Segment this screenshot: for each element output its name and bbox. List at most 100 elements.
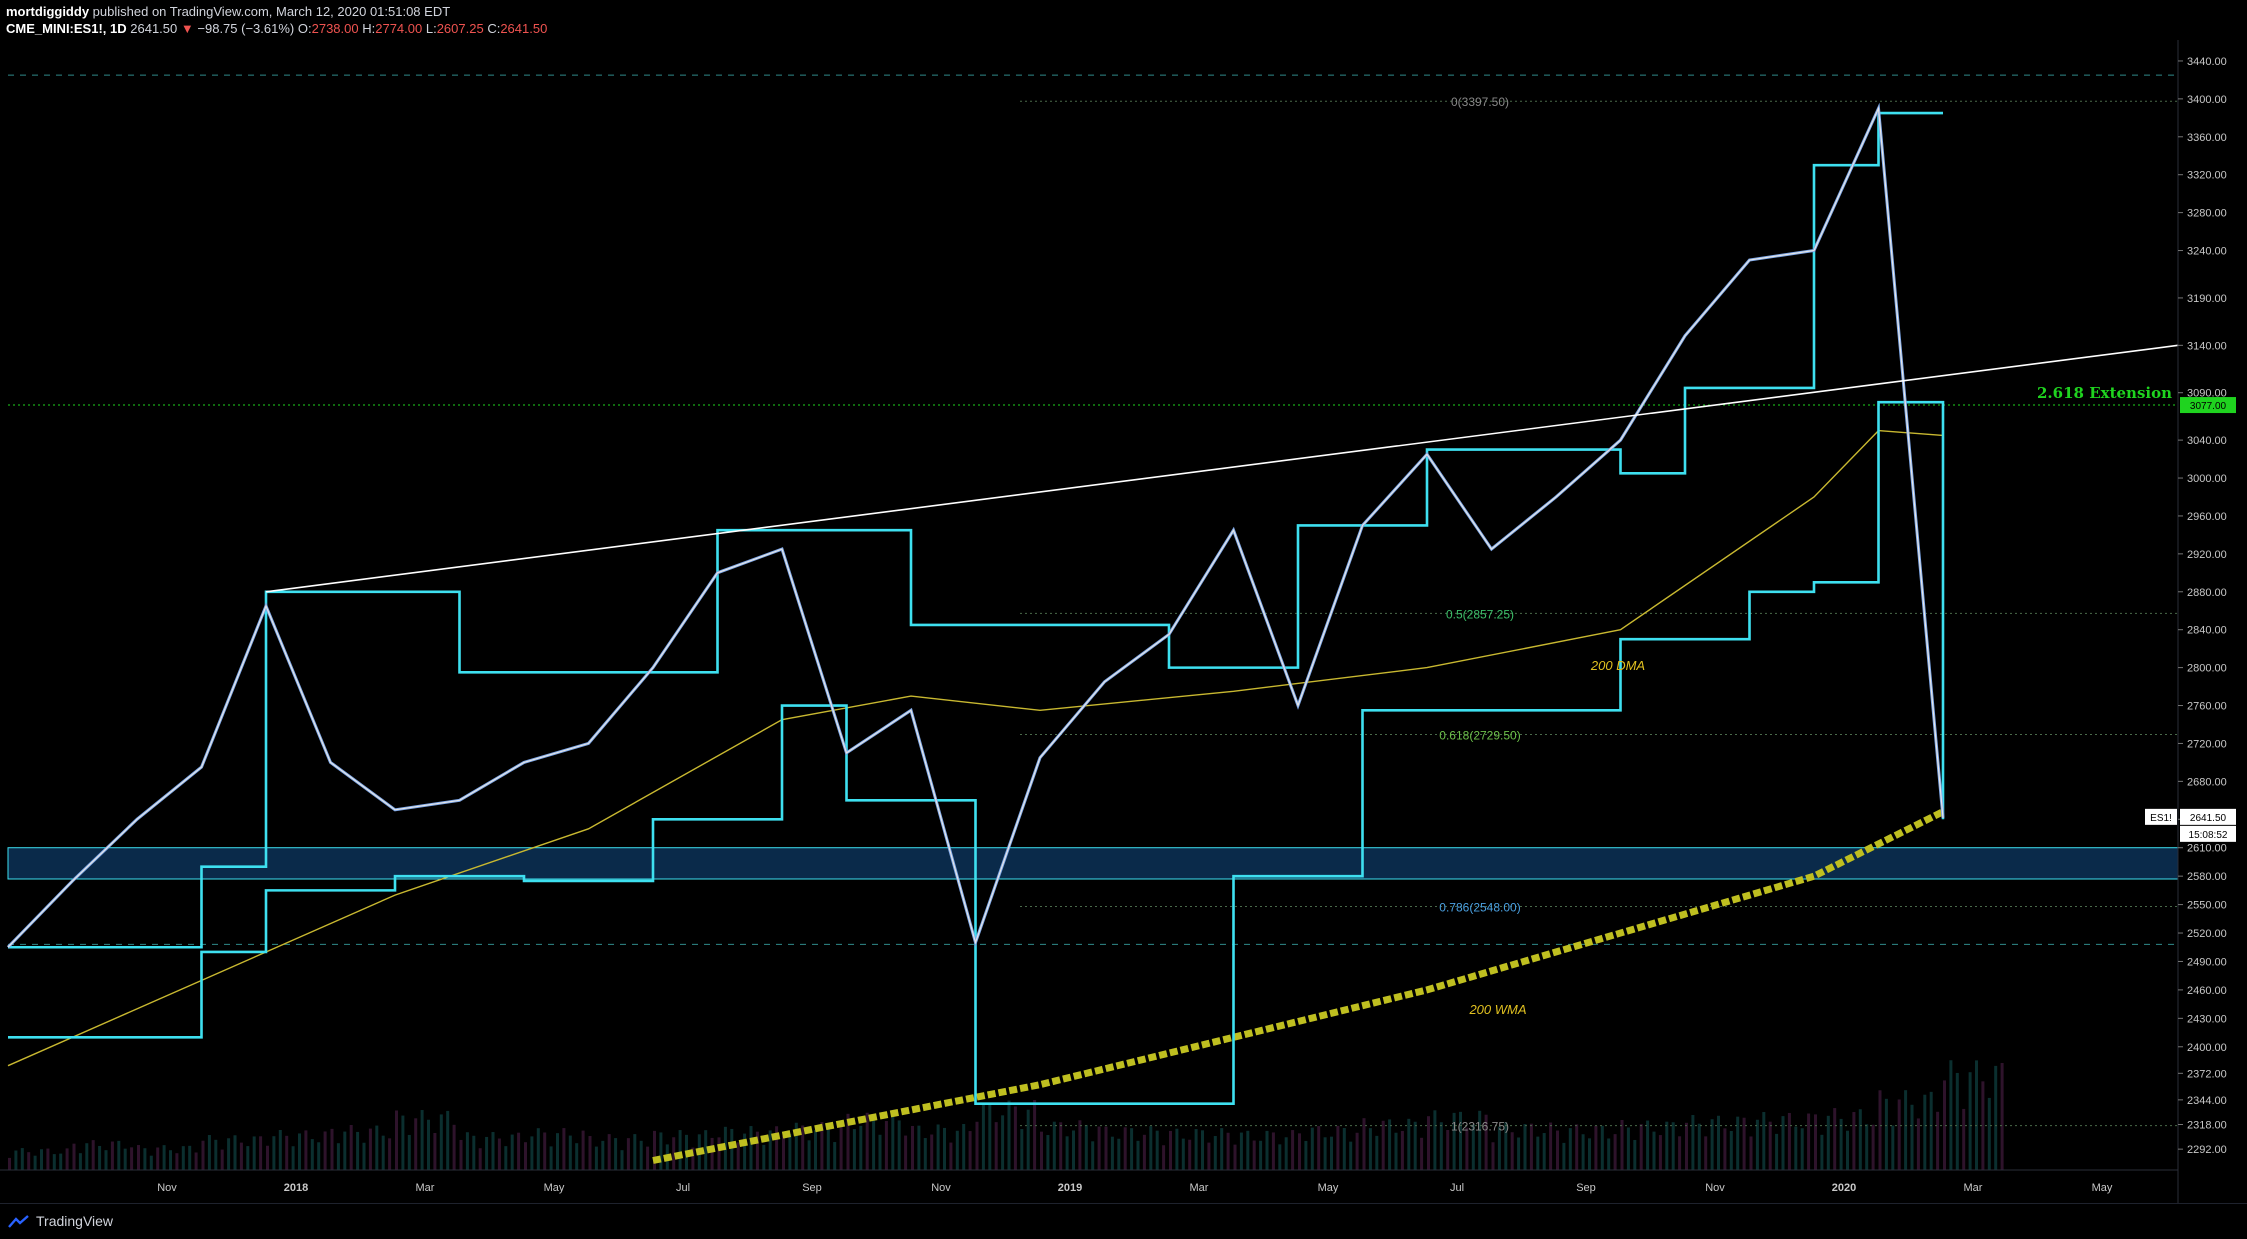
volume-bar [633, 1134, 637, 1170]
y-tick-label: 2520.00 [2187, 928, 2227, 940]
dma-200-path [7, 429, 1944, 1067]
volume-bar [1239, 1132, 1243, 1170]
volume-bar [1149, 1126, 1153, 1170]
volume-bar [1407, 1118, 1411, 1170]
volume-bar [46, 1148, 50, 1170]
volume-bar [459, 1139, 463, 1170]
volume-bar [233, 1135, 237, 1170]
volume-bar [581, 1130, 585, 1170]
y-tick-label: 3140.00 [2187, 340, 2227, 352]
volume-bar [1446, 1129, 1450, 1170]
volume-bar [478, 1148, 482, 1170]
volume-bar [504, 1146, 508, 1170]
volume-bar [897, 1120, 901, 1170]
volume-bar [1517, 1137, 1521, 1170]
volume-bar [962, 1124, 966, 1170]
volume-bar [1007, 1100, 1011, 1170]
volume-bar [543, 1132, 547, 1170]
y-tick-label: 3190.00 [2187, 293, 2227, 305]
volume-bar [1652, 1131, 1656, 1170]
price-change: −98.75 (−3.61%) [197, 21, 295, 36]
volume-bar [1465, 1127, 1469, 1170]
x-tick-label: 2018 [284, 1182, 308, 1194]
volume-bar [923, 1138, 927, 1170]
volume-bar [936, 1124, 940, 1170]
volume-bar [1381, 1120, 1385, 1170]
countdown-tag: 15:08:52 [2189, 830, 2228, 841]
low-label: L: [425, 21, 437, 36]
volume-bar [1717, 1115, 1720, 1170]
volume-bar [1871, 1124, 1875, 1170]
x-tick-label: Jul [1450, 1182, 1464, 1194]
volume-bar [943, 1127, 946, 1170]
dma-200-line [7, 429, 1944, 1067]
volume-bar [1130, 1128, 1134, 1170]
volume-bar [1336, 1125, 1340, 1170]
volume-bar [1994, 1065, 1998, 1170]
trendline[interactable] [265, 344, 2179, 593]
volume-bar [414, 1118, 418, 1170]
volume-bar [310, 1139, 314, 1170]
volume-bar [588, 1136, 592, 1170]
volume-bar [1362, 1118, 1366, 1170]
volume-bar [143, 1148, 147, 1170]
x-tick-label: Mar [416, 1182, 435, 1194]
volume-bar [626, 1138, 630, 1170]
volume-bar [201, 1140, 205, 1170]
brand-label: TradingView [36, 1213, 114, 1229]
y-tick-label: 2580.00 [2187, 871, 2227, 883]
footer-bar: TradingView [0, 1203, 2247, 1239]
volume-bar [736, 1142, 740, 1170]
volume-bar [1787, 1112, 1791, 1170]
volume-bar [839, 1126, 843, 1170]
volume-bar [52, 1154, 56, 1170]
volume-bar [1910, 1104, 1914, 1170]
high-label: H: [362, 21, 376, 36]
volume-bar [1820, 1134, 1824, 1170]
volume-bar [1420, 1137, 1424, 1170]
volume-bar [1949, 1060, 1953, 1170]
tradingview-brand[interactable]: TradingView [8, 1213, 113, 1229]
volume-bar [1556, 1130, 1559, 1170]
symbol-label[interactable]: CME_MINI:ES1!, 1D [6, 21, 127, 36]
volume-bar [1665, 1121, 1669, 1170]
volume-bar [1762, 1112, 1766, 1170]
volume-bar [814, 1129, 817, 1170]
volume-bar [72, 1143, 76, 1170]
volume-bar [911, 1125, 914, 1170]
author-name[interactable]: mortdiggiddy [6, 4, 90, 19]
volume-bar [1175, 1128, 1179, 1170]
volume-bar [169, 1150, 172, 1170]
volume-bar [1613, 1134, 1617, 1170]
volume-bar [27, 1152, 31, 1170]
volume-bar [1955, 1072, 1959, 1170]
price-chart[interactable]: 0(3397.50) 0.5(2857.25) 0.618(2729.50) 0.78… [0, 40, 2247, 1203]
volume-bar [1155, 1130, 1159, 1170]
y-tick-label: 2550.00 [2187, 900, 2227, 912]
volume-bar [104, 1150, 108, 1170]
volume-bar [1497, 1126, 1501, 1170]
volume-bar [1026, 1109, 1030, 1170]
fib-label: 1(2316.75) [1451, 1120, 1509, 1134]
y-tick-label: 2800.00 [2187, 663, 2227, 675]
volume-bar [575, 1143, 579, 1170]
volume-bar [1852, 1112, 1856, 1170]
volume-bar [1201, 1130, 1204, 1170]
open-value: 2738.00 [311, 21, 359, 36]
volume-bar [1123, 1127, 1127, 1170]
volume-bar [491, 1132, 495, 1170]
volume-bar [1800, 1128, 1804, 1170]
volume-bar [1697, 1123, 1701, 1170]
volume-bar [98, 1145, 102, 1170]
volume-bar [349, 1125, 353, 1170]
x-tick-label: May [1318, 1182, 1339, 1194]
support-zone [7, 847, 2179, 880]
volume-bar [401, 1115, 405, 1170]
volume-bar [1723, 1128, 1727, 1170]
volume-bar [1226, 1132, 1230, 1170]
tradingview-logo-icon [8, 1215, 29, 1229]
volume-bar [1891, 1125, 1895, 1170]
volume-bar [988, 1102, 992, 1170]
volume-bar [214, 1139, 218, 1170]
volume-bar [1581, 1134, 1585, 1170]
